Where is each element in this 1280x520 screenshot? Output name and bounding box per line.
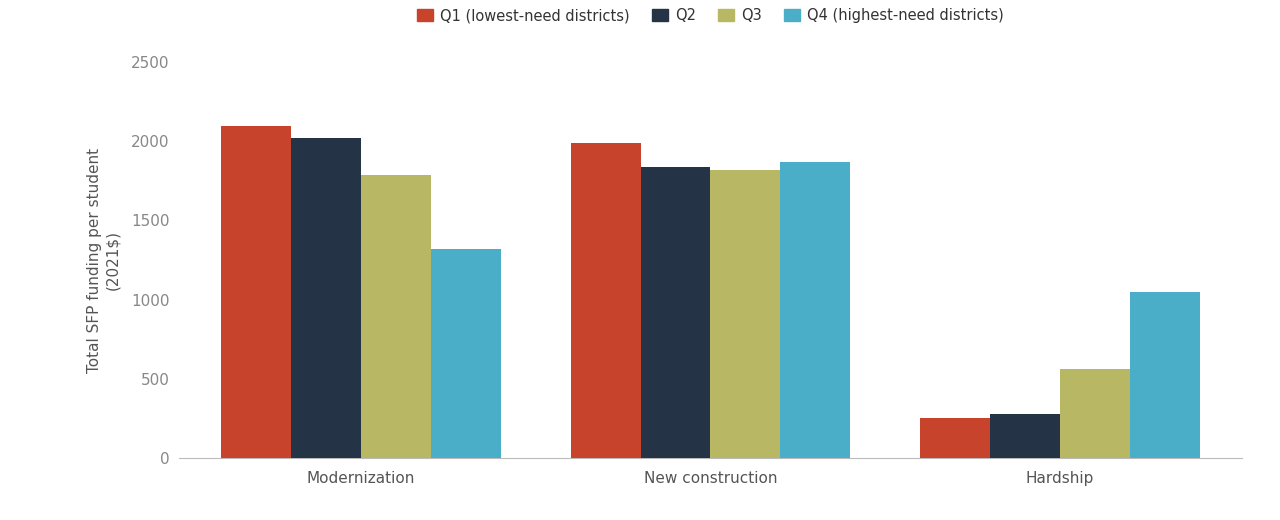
Bar: [920, 418, 989, 458]
Bar: [989, 414, 1060, 458]
Legend: Q1 (lowest-need districts), Q2, Q3, Q4 (highest-need districts): Q1 (lowest-need districts), Q2, Q3, Q4 (…: [411, 3, 1010, 29]
Bar: [431, 249, 500, 458]
Bar: [781, 162, 850, 458]
Bar: [1130, 292, 1199, 458]
Bar: [1060, 369, 1130, 458]
Bar: [571, 143, 640, 458]
Bar: [640, 167, 710, 458]
Y-axis label: Total SFP funding per student
(2021$): Total SFP funding per student (2021$): [87, 148, 120, 372]
Bar: [221, 126, 291, 458]
Bar: [291, 138, 361, 458]
Bar: [361, 175, 431, 458]
Bar: [710, 170, 781, 458]
